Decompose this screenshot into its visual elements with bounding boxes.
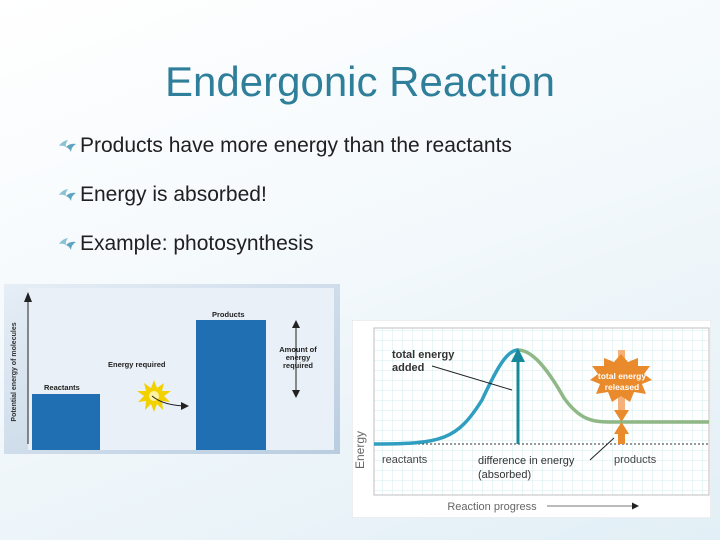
difference-pointer: [589, 437, 615, 461]
energy-curve-falling: [517, 348, 709, 424]
difference-arrow-body: [618, 432, 625, 444]
energy-curve-diagram: Energy Reaction progress total energy ad…: [352, 320, 711, 518]
released-starburst-icon: [590, 354, 652, 402]
amount-label-line3: required: [283, 361, 313, 370]
bullet-item-2: Energy is absorbed!: [56, 179, 512, 211]
x-axis-label: Reaction progress: [447, 501, 537, 513]
bullet-icon: [59, 238, 76, 250]
bullet-icon: [59, 140, 76, 152]
products-bar: [196, 320, 266, 450]
y-axis-label: Potential energy of molecules: [11, 322, 18, 421]
difference-arrow-up-icon: [614, 422, 629, 434]
bullet-text-1: Products have more energy than the react…: [80, 134, 512, 157]
total-released-line1: total energy: [598, 371, 646, 381]
reactants-label: reactants: [382, 454, 428, 466]
products-label: products: [614, 454, 657, 466]
total-released-line2: released: [605, 382, 640, 392]
energy-bar-diagram: Potential energy of molecules Reactants …: [4, 284, 340, 454]
amount-label-line1: Amount of: [279, 345, 317, 354]
bullet-item-1: Products have more energy than the react…: [56, 130, 512, 162]
reactants-label: Reactants: [44, 383, 80, 392]
amount-arrow-down-icon: [292, 390, 300, 398]
bullet-text-3: Example: photosynthesis: [80, 232, 314, 255]
energy-required-label: Energy required: [108, 360, 166, 369]
y-axis-label: Energy: [353, 431, 367, 469]
released-arrow-down-icon: [614, 410, 629, 422]
bullet-icon: [59, 189, 76, 201]
y-axis-arrowhead: [24, 292, 32, 302]
products-label: Products: [212, 310, 245, 319]
total-added-pointer: [431, 365, 513, 391]
difference-line2: (absorbed): [478, 469, 531, 481]
bullet-text-2: Energy is absorbed!: [80, 183, 267, 206]
difference-line1: difference in energy: [478, 455, 575, 467]
amount-arrow-up-icon: [292, 320, 300, 328]
energy-input-arrow: [151, 395, 189, 410]
plot-grid: [373, 327, 710, 496]
total-added-line2: added: [392, 362, 424, 374]
starburst-core: [149, 391, 159, 401]
reactants-bar: [32, 394, 100, 450]
slide-title: Endergonic Reaction: [165, 58, 555, 105]
amount-label-line2: energy: [286, 353, 311, 362]
total-added-line1: total energy: [392, 349, 455, 361]
total-added-arrow-up-icon: [511, 348, 525, 362]
bullet-list: Products have more energy than the react…: [56, 130, 512, 277]
energy-curve-rising: [373, 348, 519, 446]
bullet-item-3: Example: photosynthesis: [56, 228, 512, 260]
